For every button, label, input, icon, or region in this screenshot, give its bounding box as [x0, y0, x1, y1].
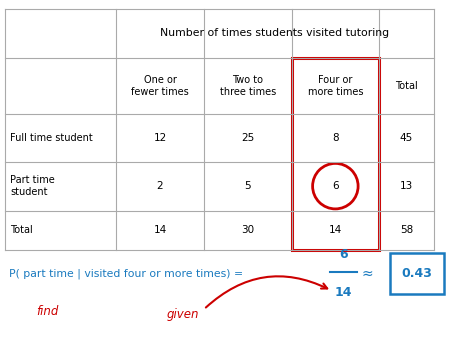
Text: Total: Total: [10, 225, 33, 235]
Text: Total: Total: [395, 81, 418, 91]
Text: 2: 2: [157, 181, 163, 191]
Text: 25: 25: [241, 133, 254, 143]
Text: 58: 58: [400, 225, 413, 235]
Bar: [292, 58, 379, 250]
Text: 5: 5: [245, 181, 251, 191]
Text: 6: 6: [332, 181, 338, 191]
Text: 12: 12: [154, 133, 166, 143]
Text: 0.43: 0.43: [401, 267, 433, 280]
Text: ≈: ≈: [362, 267, 373, 281]
Text: 8: 8: [332, 133, 338, 143]
Text: 14: 14: [154, 225, 166, 235]
Text: Two to
three times: Two to three times: [219, 75, 276, 97]
Text: P( part time | visited four or more times) =: P( part time | visited four or more time…: [9, 269, 247, 279]
Text: Full time student: Full time student: [10, 133, 93, 143]
Text: find: find: [36, 305, 59, 318]
Text: Part time
student: Part time student: [10, 175, 55, 197]
Text: One or
fewer times: One or fewer times: [131, 75, 189, 97]
Text: given: given: [166, 308, 199, 321]
Text: 6: 6: [339, 249, 348, 261]
Text: 14: 14: [329, 225, 342, 235]
Text: 13: 13: [400, 181, 413, 191]
Text: Four or
more times: Four or more times: [308, 75, 363, 97]
Text: Number of times students visited tutoring: Number of times students visited tutorin…: [160, 28, 390, 38]
Bar: [390, 253, 444, 294]
Text: 45: 45: [400, 133, 413, 143]
Text: 30: 30: [241, 225, 254, 235]
Text: 14: 14: [335, 286, 352, 299]
